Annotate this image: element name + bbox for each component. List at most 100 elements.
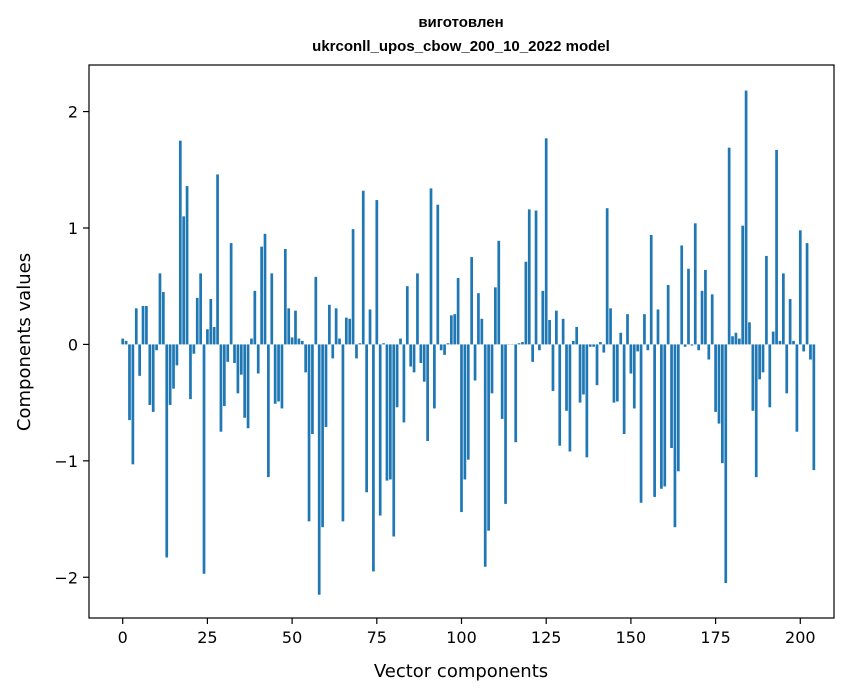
bar-42 bbox=[263, 233, 267, 345]
bar-189 bbox=[761, 344, 765, 373]
bar-96 bbox=[446, 343, 450, 345]
bar-22 bbox=[195, 297, 199, 345]
bar-154 bbox=[643, 314, 646, 345]
bar-174 bbox=[710, 294, 714, 345]
y-axis-label: Components values bbox=[14, 253, 35, 431]
bar-39 bbox=[253, 290, 257, 345]
bar-80 bbox=[392, 344, 396, 537]
bar-103 bbox=[470, 257, 474, 345]
bar-77 bbox=[382, 343, 385, 345]
bar-72 bbox=[365, 344, 368, 493]
bar-135 bbox=[578, 344, 582, 403]
bar-162 bbox=[670, 344, 673, 449]
x-tick-label: 50 bbox=[282, 628, 302, 647]
bar-95 bbox=[443, 344, 446, 355]
bar-65 bbox=[341, 344, 345, 522]
bar-10 bbox=[155, 344, 158, 351]
x-tick-label: 75 bbox=[367, 628, 387, 647]
bar-1 bbox=[124, 340, 128, 345]
bar-53 bbox=[300, 340, 304, 345]
bar-149 bbox=[626, 314, 629, 345]
bar-31 bbox=[226, 344, 230, 362]
bar-127 bbox=[551, 344, 555, 391]
bar-86 bbox=[412, 344, 416, 373]
bar-130 bbox=[561, 318, 565, 345]
bar-173 bbox=[707, 344, 711, 360]
bar-177 bbox=[721, 344, 724, 464]
bar-36 bbox=[243, 344, 247, 418]
chart-title-line1: виготовлен bbox=[418, 14, 503, 31]
bar-11 bbox=[158, 273, 162, 345]
x-tick-label: 175 bbox=[700, 628, 731, 647]
bar-136 bbox=[582, 344, 585, 395]
bar-52 bbox=[297, 338, 301, 345]
bar-124 bbox=[541, 290, 545, 345]
bar-93 bbox=[436, 204, 440, 345]
x-axis-label: Vector components bbox=[374, 661, 548, 682]
bar-152 bbox=[636, 344, 640, 352]
bar-9 bbox=[151, 344, 155, 412]
bar-56 bbox=[311, 344, 314, 435]
bar-110 bbox=[494, 287, 497, 345]
y-tick-label: −1 bbox=[54, 452, 78, 471]
bar-57 bbox=[314, 276, 318, 345]
bar-161 bbox=[666, 285, 670, 345]
bar-27 bbox=[212, 326, 216, 345]
bar-148 bbox=[622, 344, 626, 435]
bar-198 bbox=[792, 340, 795, 345]
bar-108 bbox=[487, 344, 490, 531]
bar-160 bbox=[663, 344, 667, 487]
bar-55 bbox=[307, 344, 311, 522]
bar-156 bbox=[649, 234, 653, 345]
bar-123 bbox=[538, 344, 541, 351]
bar-34 bbox=[236, 344, 240, 394]
bar-74 bbox=[372, 344, 375, 572]
bar-118 bbox=[521, 342, 524, 345]
bar-157 bbox=[653, 344, 656, 497]
bar-7 bbox=[145, 305, 148, 345]
bar-185 bbox=[748, 322, 751, 345]
bar-2 bbox=[128, 344, 131, 421]
bar-61 bbox=[328, 304, 331, 345]
bar-126 bbox=[548, 319, 551, 345]
y-tick-label: −2 bbox=[54, 568, 78, 587]
bar-196 bbox=[785, 344, 789, 394]
bar-63 bbox=[334, 308, 338, 345]
bar-54 bbox=[304, 344, 308, 373]
bar-35 bbox=[239, 344, 243, 375]
bar-51 bbox=[294, 310, 297, 345]
bar-20 bbox=[189, 344, 192, 400]
bar-14 bbox=[168, 344, 172, 405]
bar-8 bbox=[148, 344, 152, 405]
bar-21 bbox=[192, 344, 196, 354]
bar-59 bbox=[321, 344, 324, 528]
y-tick-label: 2 bbox=[68, 103, 78, 122]
bar-120 bbox=[527, 209, 531, 345]
bar-44 bbox=[270, 273, 274, 345]
bar-49 bbox=[287, 308, 291, 345]
bar-197 bbox=[788, 299, 792, 345]
bar-191 bbox=[768, 344, 772, 408]
bar-134 bbox=[575, 326, 579, 345]
bar-180 bbox=[731, 336, 734, 345]
bar-43 bbox=[267, 344, 270, 478]
bar-204 bbox=[812, 344, 816, 471]
bar-145 bbox=[612, 344, 616, 403]
bar-40 bbox=[256, 344, 260, 374]
bar-138 bbox=[588, 344, 592, 347]
bar-187 bbox=[754, 344, 758, 478]
bar-64 bbox=[338, 338, 341, 345]
bar-192 bbox=[771, 331, 775, 345]
bar-15 bbox=[172, 344, 175, 389]
bar-90 bbox=[426, 344, 429, 442]
bar-129 bbox=[558, 344, 562, 446]
x-tick-label: 0 bbox=[118, 628, 128, 647]
bar-66 bbox=[344, 317, 348, 345]
x-tick-label: 200 bbox=[785, 628, 816, 647]
bar-69 bbox=[355, 344, 358, 359]
bar-47 bbox=[280, 344, 284, 409]
bar-164 bbox=[676, 344, 680, 472]
bar-155 bbox=[646, 344, 650, 351]
bar-4 bbox=[134, 308, 138, 345]
bar-163 bbox=[673, 344, 677, 528]
